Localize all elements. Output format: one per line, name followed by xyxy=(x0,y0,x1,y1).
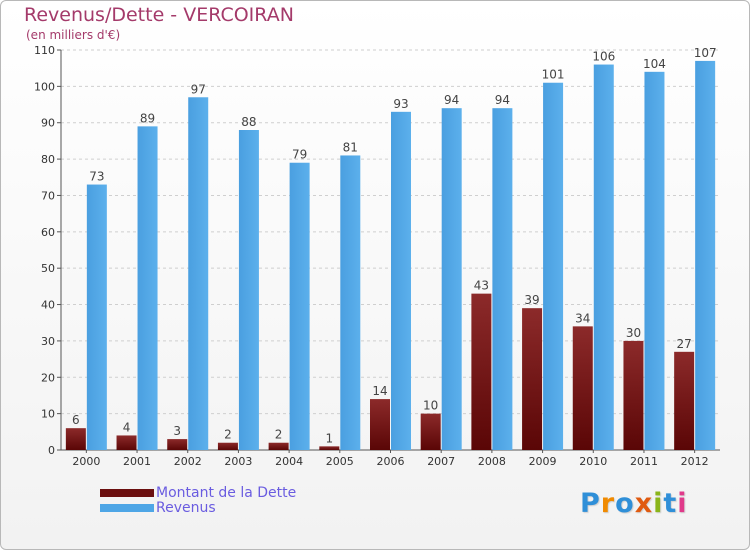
bar-dette xyxy=(674,351,695,450)
bar-dette xyxy=(471,293,492,450)
data-label-revenus: 107 xyxy=(694,46,717,60)
bar-revenus xyxy=(391,111,411,451)
y-tick-label: 40 xyxy=(41,299,55,312)
grid-layer xyxy=(61,49,720,415)
y-tick-label: 70 xyxy=(41,189,55,202)
data-label-revenus: 79 xyxy=(292,148,307,162)
bar-revenus xyxy=(441,108,462,450)
y-tick-label: 50 xyxy=(41,262,55,275)
logo-letter: i xyxy=(653,488,664,519)
bar-dette xyxy=(370,399,390,450)
data-label-dette: 10 xyxy=(423,399,438,413)
data-label-revenus: 106 xyxy=(592,50,615,64)
bar-revenus xyxy=(644,71,665,451)
data-label-dette: 27 xyxy=(677,337,692,351)
y-tick-label: 110 xyxy=(34,44,55,57)
y-tick-label: 80 xyxy=(41,153,55,166)
bar-dette xyxy=(116,435,137,450)
bar-layer xyxy=(65,60,716,451)
proxiti-logo: Proxiti xyxy=(580,488,688,519)
data-label-dette: 30 xyxy=(626,326,641,340)
bar-dette xyxy=(65,428,86,450)
y-tick-label: 100 xyxy=(34,80,55,93)
logo-letter: i xyxy=(677,488,688,519)
x-tick-label: 2004 xyxy=(275,455,303,468)
bar-dette xyxy=(268,442,289,450)
logo-letter: x xyxy=(634,488,654,519)
bar-revenus xyxy=(543,82,564,451)
bar-revenus xyxy=(86,184,107,450)
data-label-revenus: 97 xyxy=(191,82,206,96)
data-label-dette: 43 xyxy=(474,279,489,293)
legend-label-revenus: Revenus xyxy=(156,500,216,516)
bar-dette xyxy=(217,442,238,450)
x-tick-label: 2000 xyxy=(72,455,100,468)
x-tick-label: 2008 xyxy=(478,455,506,468)
bar-revenus xyxy=(289,162,310,450)
logo-letter: o xyxy=(615,488,635,519)
logo-letter: r xyxy=(600,488,616,519)
data-label-revenus: 88 xyxy=(241,115,256,129)
label-layer: 6 73 4 89 3 97 2 88 2 79 1 81 14 93 10 94 43 94 39 101 34 106… xyxy=(72,46,717,445)
bar-revenus xyxy=(188,97,209,450)
x-tick-label: 2006 xyxy=(377,455,405,468)
x-tick-label: 2001 xyxy=(123,455,151,468)
data-label-revenus: 104 xyxy=(643,57,666,71)
y-tick-label: 90 xyxy=(41,117,55,130)
bar-dette xyxy=(572,326,593,450)
logo-letter: P xyxy=(580,488,601,519)
x-tick-label: 2012 xyxy=(681,455,709,468)
legend-swatch-dette xyxy=(100,489,154,497)
legend-swatch-revenus xyxy=(100,504,154,512)
legend-label-dette: Montant de la Dette xyxy=(156,485,297,501)
data-label-revenus: 101 xyxy=(542,68,565,82)
data-label-revenus: 94 xyxy=(495,93,510,107)
bar-dette xyxy=(420,413,441,450)
y-tick-label: 0 xyxy=(48,444,55,457)
x-tick-label: 2010 xyxy=(579,455,607,468)
bar-revenus xyxy=(238,130,259,450)
logo-letter: t xyxy=(663,488,678,519)
y-tick-label: 60 xyxy=(41,226,55,239)
bar-revenus xyxy=(695,60,716,451)
x-tick-label: 2003 xyxy=(224,455,252,468)
chart-subtitle: (en milliers d'€) xyxy=(26,28,121,42)
data-label-revenus: 73 xyxy=(89,170,104,184)
bar-dette xyxy=(319,446,340,450)
data-label-dette: 39 xyxy=(524,293,539,307)
bar-revenus xyxy=(593,64,614,450)
x-tick-label: 2011 xyxy=(630,455,658,468)
data-label-revenus: 93 xyxy=(393,97,408,111)
y-tick-label: 20 xyxy=(41,371,55,384)
bar-revenus xyxy=(137,126,158,450)
x-tick-label: 2005 xyxy=(326,455,354,468)
data-label-revenus: 81 xyxy=(343,140,358,154)
bar-dette xyxy=(522,308,543,450)
data-label-dette: 6 xyxy=(72,413,80,427)
y-tick-label: 10 xyxy=(41,408,55,421)
data-label-dette: 2 xyxy=(224,428,232,442)
data-label-dette: 1 xyxy=(325,431,333,445)
bar-revenus xyxy=(492,108,513,450)
chart-title: Revenus/Dette - VERCOIRAN xyxy=(24,4,294,26)
data-label-revenus: 94 xyxy=(444,93,459,107)
bar-dette xyxy=(623,340,644,450)
data-label-revenus: 89 xyxy=(140,111,155,125)
data-label-dette: 2 xyxy=(275,428,283,442)
bar-revenus xyxy=(340,155,361,451)
y-tick-label: 30 xyxy=(41,335,55,348)
x-tick-label: 2009 xyxy=(529,455,557,468)
data-label-dette: 4 xyxy=(123,420,131,434)
data-label-dette: 14 xyxy=(372,384,387,398)
bar-dette xyxy=(167,439,188,450)
data-label-dette: 34 xyxy=(575,311,590,325)
x-tick-label: 2007 xyxy=(427,455,455,468)
data-label-dette: 3 xyxy=(173,424,181,438)
x-tick-label: 2002 xyxy=(174,455,202,468)
